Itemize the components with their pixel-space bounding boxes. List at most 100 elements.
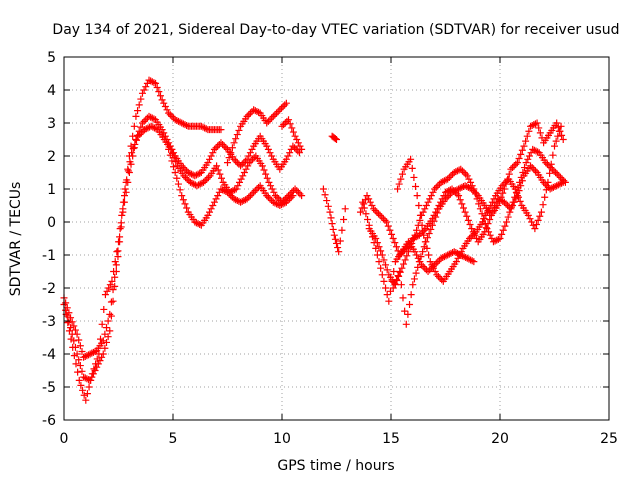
data-point-track-g	[361, 196, 369, 204]
data-point-track-h	[401, 256, 409, 264]
data-point-track-a	[120, 192, 128, 200]
data-point-track-i	[398, 170, 406, 178]
data-point-track-a	[85, 351, 93, 359]
data-point-track-h	[506, 208, 514, 216]
data-point-track-e	[274, 107, 282, 115]
data-point-track-a	[88, 349, 96, 357]
data-point-track-c	[273, 193, 281, 201]
data-point-track-h	[529, 145, 537, 153]
data-point-track-d	[227, 192, 235, 200]
data-point-track-d	[263, 192, 271, 200]
data-point-track-h	[380, 256, 388, 264]
data-point-track-c	[108, 277, 116, 285]
data-point-track-i	[412, 183, 420, 191]
data-point-track-i	[426, 258, 434, 266]
data-point-track-i	[533, 220, 541, 228]
data-point-track-i	[551, 142, 558, 150]
data-point-track-j	[430, 217, 438, 225]
data-point-track-h	[426, 195, 434, 203]
data-point-track-g	[391, 239, 399, 247]
data-point-track-a	[145, 76, 153, 84]
data-point-track-h	[382, 261, 390, 269]
data-point-track-g	[455, 192, 463, 200]
data-point-track-e	[279, 103, 287, 110]
data-point-track-h	[465, 175, 473, 183]
data-point-track-i	[408, 164, 416, 172]
data-point-track-c	[271, 192, 279, 200]
data-point-track-c	[249, 155, 257, 163]
data-point-track-f	[294, 139, 302, 147]
data-point-track-d	[183, 204, 191, 212]
data-point-track-h	[424, 198, 432, 206]
y-tick-label: 0	[47, 215, 56, 231]
data-point-track-c	[232, 185, 240, 193]
data-point-track-b	[76, 362, 84, 370]
data-point-track-e	[228, 144, 236, 152]
data-point-track-i	[410, 173, 418, 181]
data-point-track-c	[115, 238, 122, 246]
data-point-track-h	[503, 218, 511, 226]
data-point-track-c	[88, 370, 96, 378]
data-point-track-c	[136, 131, 144, 139]
data-point-track-c	[131, 140, 139, 148]
data-point-track-d	[240, 197, 248, 205]
data-point-track-g	[464, 216, 472, 224]
data-point-track-b	[212, 144, 220, 152]
data-point-track-h	[534, 148, 542, 156]
data-point-track-a	[70, 322, 78, 330]
data-point-track-a	[183, 121, 191, 129]
data-point-track-e	[251, 107, 259, 115]
data-point-track-c	[204, 173, 212, 181]
data-point-track-g	[419, 228, 427, 236]
data-point-track-f	[286, 120, 294, 128]
data-point-track-h	[485, 228, 493, 236]
data-point-track-j	[505, 170, 513, 178]
data-point-track-a	[217, 126, 225, 134]
data-point-track-f	[426, 266, 434, 274]
data-point-track-d	[176, 186, 184, 194]
data-point-track-f	[460, 253, 468, 261]
data-point-track-j	[528, 121, 536, 129]
data-point-track-c	[113, 248, 121, 256]
data-point-track-c	[270, 188, 278, 196]
data-point-track-f	[432, 259, 440, 267]
data-point-track-c	[234, 182, 242, 190]
data-point-track-f	[442, 252, 450, 260]
data-point-track-d	[289, 192, 297, 200]
data-point-track-b	[207, 152, 215, 160]
data-point-track-c	[75, 376, 83, 384]
data-point-track-g	[527, 162, 535, 170]
data-point-track-i	[457, 248, 465, 256]
data-point-track-f	[372, 244, 380, 252]
data-point-track-a	[89, 348, 97, 356]
data-point-track-b	[210, 145, 218, 153]
x-axis-ticks: 0 5 10 15 20 25	[60, 57, 618, 447]
data-point-track-f	[445, 250, 453, 258]
data-point-track-b	[237, 162, 245, 170]
data-point-track-h	[542, 159, 550, 167]
data-point-track-j	[469, 187, 477, 195]
data-point-track-a	[76, 342, 84, 350]
data-point-track-d	[276, 202, 284, 209]
data-point-track-i	[528, 218, 536, 226]
data-point-track-e	[281, 101, 289, 109]
data-point-track-g	[392, 243, 400, 251]
data-point-track-d	[277, 201, 285, 209]
data-point-track-h	[509, 198, 517, 206]
data-point-track-j	[535, 124, 543, 132]
data-point-track-d	[279, 200, 287, 208]
data-point-track-c	[203, 175, 211, 183]
data-point-track-b	[204, 159, 212, 167]
data-point-track-h	[507, 203, 515, 211]
data-point-track-e	[235, 126, 243, 134]
data-point-track-f	[334, 244, 342, 252]
data-point-track-j	[509, 164, 517, 172]
data-point-track-a	[86, 350, 94, 358]
data-point-track-a	[150, 79, 158, 87]
data-point-track-d	[230, 195, 238, 203]
data-point-track-d	[204, 211, 212, 219]
data-point-track-c	[121, 185, 129, 193]
data-point-track-d	[245, 193, 253, 201]
data-point-track-g	[383, 218, 391, 226]
data-point-track-h	[516, 178, 524, 186]
